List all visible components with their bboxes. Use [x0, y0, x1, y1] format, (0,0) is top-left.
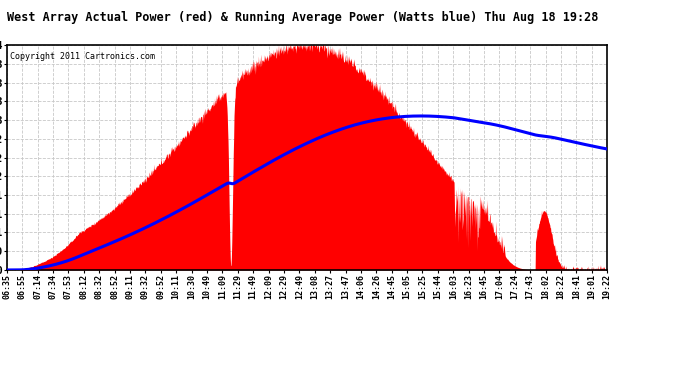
Text: West Array Actual Power (red) & Running Average Power (Watts blue) Thu Aug 18 19: West Array Actual Power (red) & Running …	[7, 11, 598, 24]
Text: Copyright 2011 Cartronics.com: Copyright 2011 Cartronics.com	[10, 52, 155, 61]
